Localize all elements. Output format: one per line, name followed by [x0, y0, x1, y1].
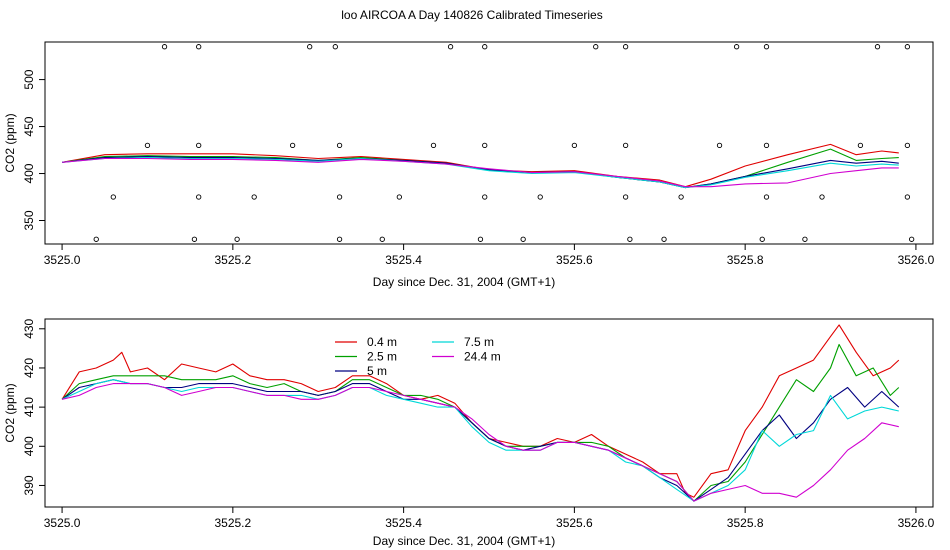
plot-area [62, 44, 915, 242]
circle-marker [430, 142, 437, 148]
y-tick-label: 400 [22, 163, 36, 183]
x-axis-label: Day since Dec. 31, 2004 (GMT+1) [373, 275, 555, 289]
x-tick-label: 3525.4 [385, 253, 422, 267]
circle-marker [307, 44, 313, 50]
series-line-7-5-m [62, 157, 899, 189]
legend-label-0-4-m: 0.4 m [367, 335, 397, 349]
circle-marker [904, 44, 911, 50]
figure-title: loo AIRCOA A Day 140826 Calibrated Times… [341, 8, 602, 22]
circle-marker [802, 236, 808, 242]
x-tick-label: 3525.2 [214, 253, 251, 267]
x-tick-label: 3525.4 [385, 516, 422, 530]
legend-label-7-5-m: 7.5 m [464, 335, 494, 349]
circle-marker [93, 236, 99, 242]
y-tick-label: 350 [22, 210, 36, 230]
circle-marker [196, 194, 202, 200]
circle-marker [627, 236, 633, 242]
circle-marker [593, 44, 599, 50]
legend-label-2-5-m: 2.5 m [367, 350, 397, 364]
x-tick-label: 3525.6 [556, 516, 593, 530]
plot-frame [44, 318, 934, 508]
circle-marker [874, 44, 881, 50]
y-axis-label: CO2 (ppm) [3, 113, 17, 172]
circle-marker [289, 142, 296, 148]
circle-marker [571, 142, 578, 148]
plot-area [61, 324, 900, 502]
circle-marker [904, 142, 911, 148]
series-line-5-m [61, 379, 900, 502]
x-tick-label: 3525.0 [44, 253, 81, 267]
x-axis-label: Day since Dec. 31, 2004 (GMT+1) [373, 534, 555, 548]
circle-marker [336, 236, 343, 242]
circle-marker [520, 236, 526, 242]
circle-marker [196, 142, 202, 148]
circle-marker [763, 142, 770, 148]
series-line-0-4-m [62, 143, 899, 188]
plot-frame [44, 41, 934, 245]
circle-marker [716, 142, 723, 148]
x-tick-label: 3525.6 [556, 253, 593, 267]
circle-marker [191, 236, 198, 242]
x-tick-label: 3525.8 [727, 516, 764, 530]
y-tick-label: 410 [22, 397, 36, 417]
circle-marker [733, 44, 740, 50]
x-tick-label: 3526.0 [898, 516, 935, 530]
circle-marker [196, 44, 202, 50]
series-line-24-4-m [62, 157, 899, 188]
circle-marker [332, 44, 338, 50]
circle-marker [482, 194, 488, 200]
circle-marker [537, 194, 543, 200]
circle-marker [857, 142, 864, 148]
y-tick-label: 500 [22, 69, 36, 89]
circle-marker [909, 236, 915, 242]
circle-marker [661, 236, 667, 242]
circle-marker [759, 236, 765, 242]
x-tick-label: 3525.0 [44, 516, 81, 530]
series-line-7-5-m [61, 379, 899, 502]
circle-marker [763, 194, 770, 200]
legend-label-24-4-m: 24.4 m [464, 350, 501, 364]
circle-marker [763, 44, 770, 50]
circle-marker [396, 194, 402, 200]
bottom-panel: 3525.0 3525.2 3525.4 3525.6 3525.8 3526.0 390 4… [3, 318, 935, 548]
circle-marker [622, 194, 629, 200]
circle-marker [379, 236, 385, 242]
x-tick-label: 3525.8 [727, 253, 764, 267]
circle-marker [622, 44, 629, 50]
x-tick-label: 3526.0 [898, 253, 935, 267]
circle-marker [482, 44, 488, 50]
y-tick-label: 430 [22, 318, 36, 338]
circle-marker [336, 142, 343, 148]
circle-marker [678, 194, 684, 200]
y-tick-label: 390 [22, 475, 36, 495]
circle-marker [622, 142, 629, 148]
circle-marker [161, 44, 168, 50]
y-tick-label: 420 [22, 358, 36, 378]
circle-marker [477, 236, 484, 242]
circle-marker [251, 194, 257, 200]
circle-marker [336, 194, 343, 200]
circle-marker [144, 142, 151, 148]
y-tick-label: 400 [22, 436, 36, 456]
circle-marker [234, 236, 240, 242]
circle-marker [904, 194, 911, 200]
x-tick-label: 3525.2 [214, 516, 251, 530]
legend: 0.4 m2.5 m5 m 7.5 m24.4 m [335, 335, 501, 378]
legend-label-5-m: 5 m [367, 364, 387, 378]
top-panel: 3525.0 3525.2 3525.4 3525.6 3525.8 3526.0 350 4… [3, 41, 935, 289]
y-tick-label: 450 [22, 116, 36, 136]
y-axis-label: CO2 (ppm) [3, 383, 17, 442]
circle-marker [482, 142, 488, 148]
circle-marker [819, 194, 825, 200]
circle-marker [447, 44, 454, 50]
circle-marker [110, 194, 116, 200]
series-line-24-4-m [61, 383, 899, 502]
